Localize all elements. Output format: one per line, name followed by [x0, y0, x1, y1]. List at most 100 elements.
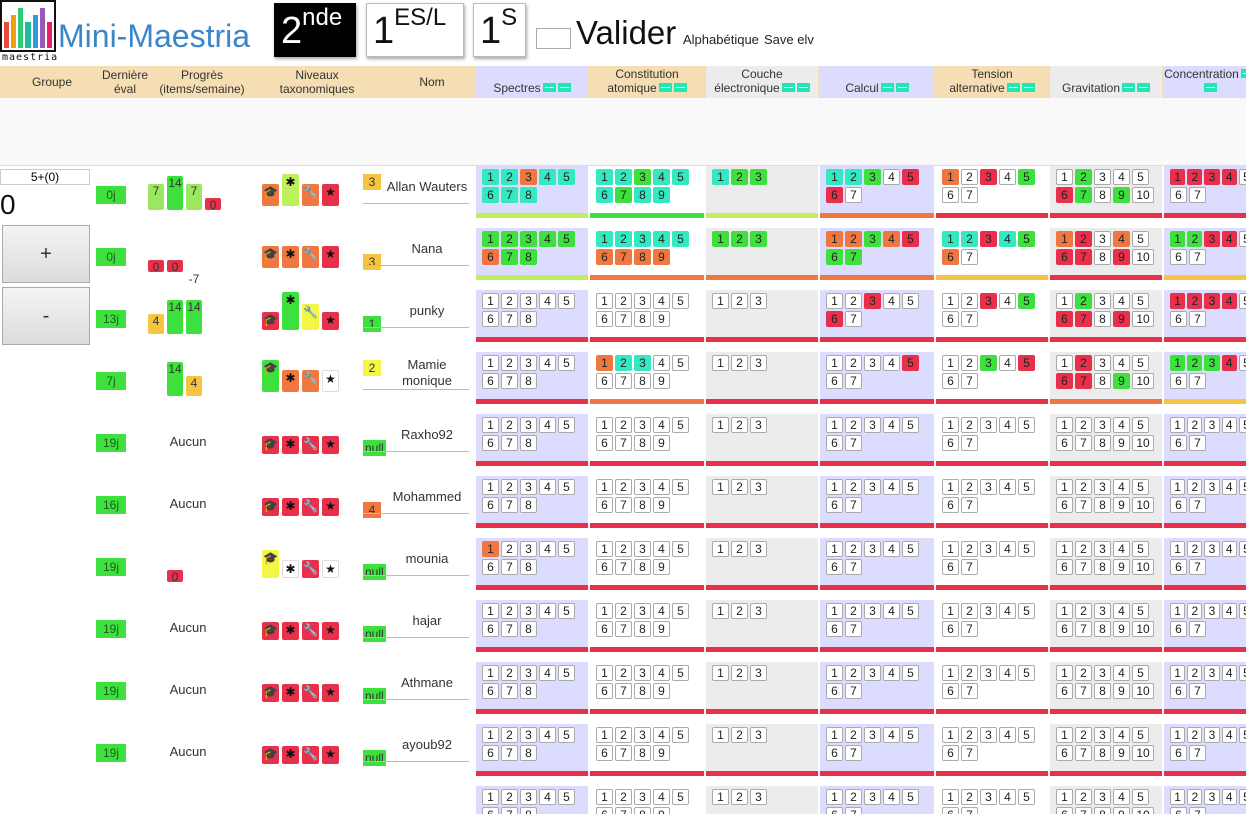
graduation-cap-icon[interactable]: 🎓: [262, 498, 279, 516]
competence-item[interactable]: 1: [1170, 727, 1186, 743]
competence-item[interactable]: 2: [1075, 231, 1092, 247]
competence-item[interactable]: 2: [501, 665, 518, 681]
competence-item[interactable]: 2: [615, 355, 632, 371]
competence-item[interactable]: 4: [1113, 603, 1130, 619]
sort-icon[interactable]: [673, 83, 687, 93]
competence-item[interactable]: 7: [845, 249, 862, 265]
competence-item[interactable]: 3: [750, 541, 767, 557]
competence-item[interactable]: 1: [826, 417, 843, 433]
competence-item[interactable]: 2: [731, 727, 748, 743]
competence-item[interactable]: 3: [750, 665, 767, 681]
competence-item[interactable]: 6: [826, 807, 843, 814]
competence-item[interactable]: 5: [672, 541, 689, 557]
competence-item[interactable]: 3: [864, 355, 881, 371]
competence-item[interactable]: 5: [1238, 603, 1246, 619]
competence-item[interactable]: 7: [1189, 373, 1206, 389]
competence-item[interactable]: 1: [596, 293, 613, 309]
competence-item[interactable]: 6: [826, 683, 843, 699]
student-name[interactable]: Nana: [363, 232, 469, 266]
competence-item[interactable]: 7: [1189, 497, 1206, 513]
competence-item[interactable]: 6: [482, 249, 499, 265]
graduation-cap-icon[interactable]: 🎓: [262, 184, 279, 206]
competence-item[interactable]: 9: [1113, 559, 1130, 575]
competence-item[interactable]: 6: [1170, 745, 1187, 761]
competence-item[interactable]: 1: [1170, 417, 1186, 433]
star-icon[interactable]: ★: [322, 622, 339, 640]
sort-icon[interactable]: [542, 83, 556, 93]
competence-item[interactable]: 4: [999, 789, 1016, 805]
competence-item[interactable]: 1: [826, 293, 843, 309]
competence-item[interactable]: 9: [653, 621, 670, 637]
competence-item[interactable]: 4: [1113, 541, 1130, 557]
competence-item[interactable]: 3: [750, 355, 767, 371]
competence-item[interactable]: 7: [845, 683, 862, 699]
competence-item[interactable]: 9: [1113, 435, 1130, 451]
competence-item[interactable]: 1: [712, 541, 729, 557]
competence-item[interactable]: 7: [501, 249, 518, 265]
competence-item[interactable]: 2: [1075, 727, 1092, 743]
competence-item[interactable]: 5: [902, 727, 919, 743]
competence-item[interactable]: 4: [1221, 541, 1237, 557]
competence-item[interactable]: 3: [750, 727, 767, 743]
competence-item[interactable]: 2: [845, 665, 862, 681]
competence-item[interactable]: 7: [1075, 249, 1092, 265]
competence-item[interactable]: 3: [634, 665, 651, 681]
competence-item[interactable]: 4: [653, 231, 670, 247]
competence-item[interactable]: 6: [596, 621, 613, 637]
competence-item[interactable]: 5: [672, 293, 689, 309]
star-icon[interactable]: ★: [322, 684, 339, 702]
competence-item[interactable]: 8: [634, 559, 651, 575]
competence-item[interactable]: 1: [596, 541, 613, 557]
competence-item[interactable]: 1: [482, 293, 499, 309]
asterisk-icon[interactable]: ✱: [282, 370, 299, 392]
competence-item[interactable]: 5: [1018, 603, 1035, 619]
competence-item[interactable]: 4: [1221, 169, 1237, 185]
competence-item[interactable]: 3: [1204, 169, 1220, 185]
competence-item[interactable]: 2: [731, 231, 748, 247]
competence-item[interactable]: 9: [1113, 311, 1130, 327]
competence-item[interactable]: 5: [1132, 665, 1149, 681]
competence-item[interactable]: 6: [942, 311, 959, 327]
competence-item[interactable]: 7: [615, 621, 632, 637]
competence-item[interactable]: 4: [653, 541, 670, 557]
competence-item[interactable]: 7: [961, 559, 978, 575]
competence-item[interactable]: 7: [1075, 559, 1092, 575]
competence-item[interactable]: 3: [980, 603, 997, 619]
competence-item[interactable]: 10: [1132, 559, 1154, 575]
student-name[interactable]: Athmane: [363, 666, 469, 700]
competence-item[interactable]: 7: [501, 373, 518, 389]
competence-item[interactable]: 4: [883, 169, 900, 185]
competence-item[interactable]: 1: [482, 231, 499, 247]
competence-item[interactable]: 5: [902, 541, 919, 557]
competence-item[interactable]: 1: [482, 169, 499, 185]
competence-item[interactable]: 1: [1170, 603, 1186, 619]
competence-item[interactable]: 5: [902, 169, 919, 185]
competence-item[interactable]: 5: [902, 479, 919, 495]
wrench-icon[interactable]: 🔧: [302, 684, 319, 702]
competence-item[interactable]: 1: [942, 355, 959, 371]
competence-item[interactable]: 5: [672, 789, 689, 805]
competence-item[interactable]: 5: [558, 169, 575, 185]
competence-item[interactable]: 4: [539, 231, 556, 247]
competence-item[interactable]: 5: [1132, 541, 1149, 557]
sort-icon[interactable]: [1122, 83, 1136, 93]
competence-item[interactable]: 3: [980, 479, 997, 495]
competence-item[interactable]: 5: [1018, 541, 1035, 557]
competence-item[interactable]: 2: [501, 355, 518, 371]
competence-item[interactable]: 3: [634, 417, 651, 433]
asterisk-icon[interactable]: ✱: [282, 622, 299, 640]
competence-item[interactable]: 5: [1018, 293, 1035, 309]
competence-item[interactable]: 4: [1221, 479, 1237, 495]
competence-item[interactable]: 2: [961, 603, 978, 619]
competence-item[interactable]: 2: [1187, 541, 1203, 557]
competence-item[interactable]: 7: [845, 187, 862, 203]
competence-item[interactable]: 1: [826, 665, 843, 681]
competence-item[interactable]: 1: [1056, 727, 1073, 743]
competence-item[interactable]: 3: [520, 479, 537, 495]
competence-item[interactable]: 2: [1075, 479, 1092, 495]
competence-item[interactable]: 7: [1189, 311, 1206, 327]
competence-item[interactable]: 2: [845, 603, 862, 619]
competence-item[interactable]: 3: [1204, 665, 1220, 681]
asterisk-icon[interactable]: ✱: [282, 246, 299, 268]
competence-item[interactable]: 6: [826, 435, 843, 451]
